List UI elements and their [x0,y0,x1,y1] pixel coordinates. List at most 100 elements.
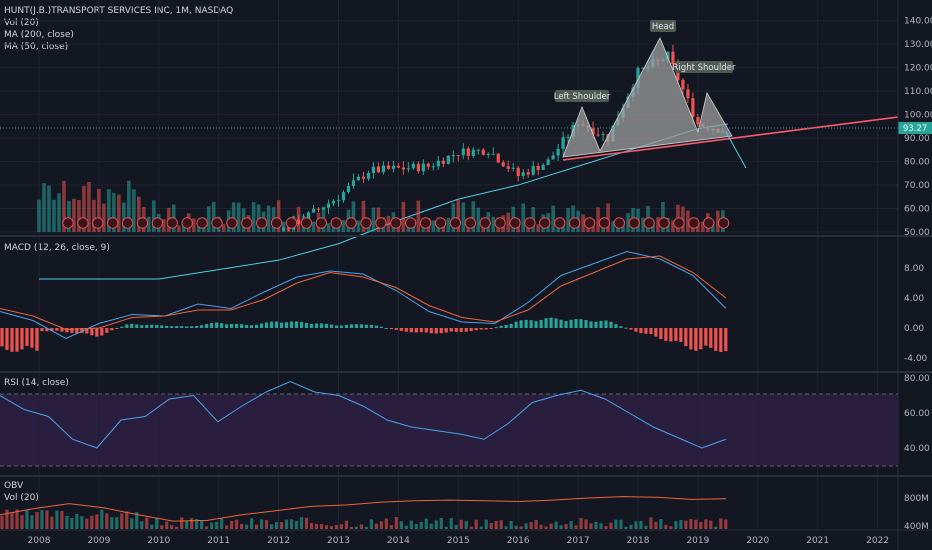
obv-volume-bar [185,520,189,529]
earnings-marker [166,217,179,229]
candle-body [521,172,525,176]
obv-volume-bar [150,524,154,529]
macd-hist-bar [205,324,209,328]
macd-hist-bar [50,328,54,332]
candle-body [406,168,410,170]
volume-bar [57,193,61,232]
obv-volume-bar [454,525,458,529]
candle-body [511,167,515,169]
macd-hist-bar [190,326,194,328]
macd-hist-bar [559,319,563,328]
obv-volume-bar [289,519,294,529]
earnings-marker [181,217,193,229]
obv-volume-bar [409,520,413,529]
volume-bar [611,221,615,232]
rsi-title[interactable]: RSI (14, close) [4,378,69,388]
earnings-marker [539,217,551,229]
macd-hist-bar [80,328,84,334]
macd-hist-bar [444,328,448,333]
macd-hist-bar [249,325,254,328]
earnings-marker [703,217,715,229]
obv-volume-bar [569,521,573,529]
volume-bar [47,185,51,232]
earnings-marker [643,217,655,229]
candle-body [501,162,505,167]
macd-hist-bar [130,323,134,328]
macd-hist-bar [185,326,189,328]
obv-volume-bar [614,519,618,529]
obv-volume-bar [594,521,598,529]
price-axis[interactable]: 140.00 130.00 120.00 110.00 100.00 90.00 80.00… [904,17,932,532]
obv-volume-bar [549,523,553,529]
candle-body [356,176,361,181]
indicator-ma50-label[interactable]: MA (50, close) [4,42,69,52]
obv-vol-label[interactable]: Vol (20) [4,493,39,503]
y-tick-label: 120.00 [904,64,932,74]
obv-volume-bar [419,521,423,529]
macd-hist-bar [639,328,643,334]
obv-volume-bar [339,524,344,529]
rsi-band-bg [0,394,898,466]
macd-hist-bar [40,328,44,332]
volume-bar [251,202,256,232]
obv-volume-bar [479,526,483,529]
volume-bar [386,215,391,232]
obv-volume-bar [444,526,448,529]
macd-hist-bar [674,328,678,341]
obv-volume-bar [200,520,204,529]
volume-bar [296,206,301,232]
volume-bar [82,185,86,232]
volume-bar [77,199,81,232]
time-axis[interactable]: 2008 2009 2010 2011 2012 2013 2014 2015 2016 2017… [28,536,890,546]
obv-volume-bar [654,521,658,529]
obv-volume-bar [369,519,373,529]
candle-body [596,134,600,136]
neckline-trendline [562,116,899,161]
obv-title[interactable]: OBV [4,481,24,491]
macd-hist-bar [694,328,698,351]
candle-body [311,208,316,213]
candle-body [346,185,351,193]
obv-volume-bar [384,518,388,529]
macd-histogram [0,317,728,352]
macd-hist-bar [589,321,593,328]
obv-volume-bar [609,522,613,529]
candle-body [436,160,440,167]
earnings-markers [62,217,730,229]
obv-volume-bar [319,524,324,529]
obv-volume-bar [659,519,663,529]
macd-hist-bar [424,328,428,333]
candle-body [351,180,356,186]
macd-hist-bar [284,322,289,328]
obv-volume-bar [30,515,34,529]
indicator-vol-label[interactable]: Vol (20) [4,18,39,28]
obv-volume-bar [359,524,363,529]
head-shoulders-pattern [562,37,733,158]
macd-hist-bar [714,328,718,351]
candle-body [411,163,415,169]
macd-hist-bar [534,321,538,328]
volume-bar [551,205,555,232]
macd-hist-bar [374,325,378,328]
earnings-marker [554,217,566,229]
volume-bar [281,221,286,232]
macd-hist-bar [339,325,344,328]
macd-hist-bar [429,328,433,334]
macd-hist-bar [419,328,423,333]
macd-hist-bar [344,324,349,328]
obv-volume-bar [130,518,134,529]
macd-hist-bar [235,323,239,328]
obv-volume-bar [519,526,523,529]
earnings-marker [151,217,164,229]
volume-bar [626,213,630,232]
macd-hist-bar [654,328,658,337]
macd-title[interactable]: MACD (12, 26, close, 9) [4,243,110,253]
obv-volume-bar [664,524,668,529]
volume-bar [671,220,675,232]
macd-hist-bar [664,328,668,341]
earnings-marker [598,217,611,229]
y-tick-label: 0.00 [904,324,924,334]
candle-body [431,166,435,168]
earnings-marker [211,217,223,229]
